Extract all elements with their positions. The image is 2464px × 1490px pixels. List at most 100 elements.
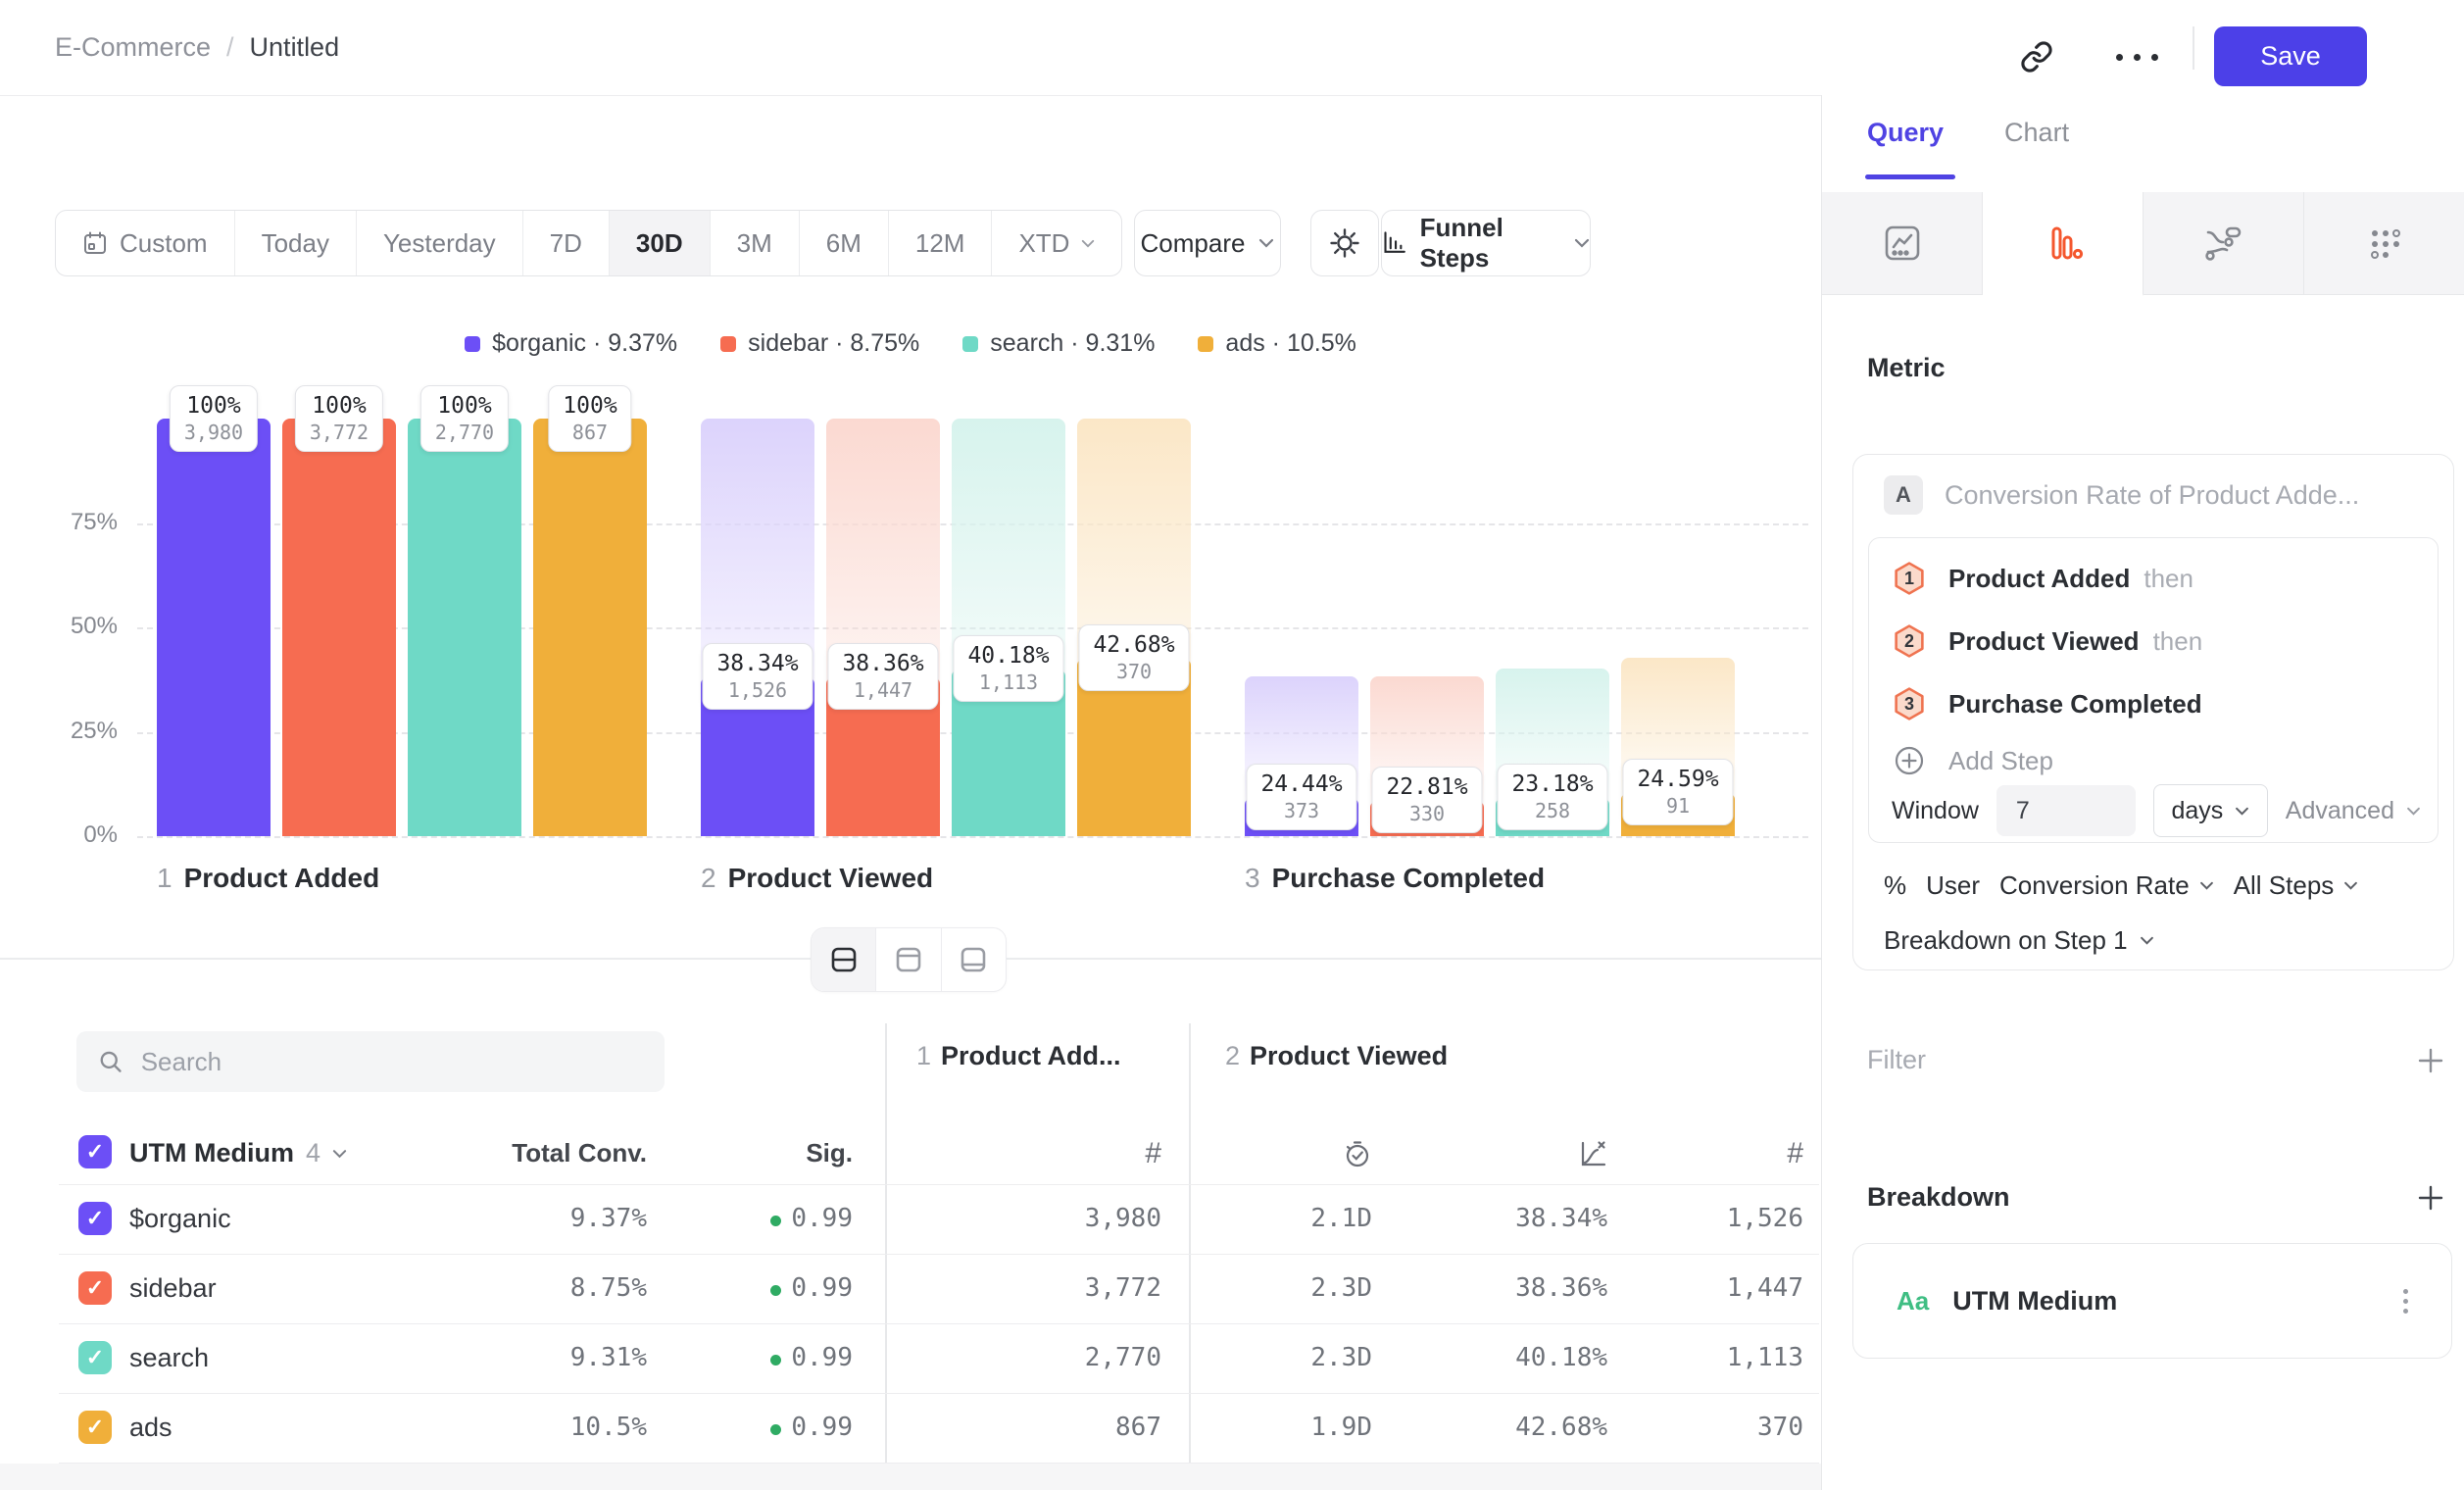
plus-circle-icon: [1892, 743, 1927, 778]
layout-table-only-button[interactable]: [942, 928, 1006, 991]
funnel-bar-search-step1[interactable]: [408, 419, 521, 836]
bar-count: 3,980: [184, 421, 243, 444]
more-menu-icon[interactable]: [2105, 37, 2168, 76]
step-hexagon-badge: 1: [1892, 561, 1927, 596]
table-row-ads[interactable]: ✓ ads 10.5% 0.99 867 1.9D 42.68% 370: [59, 1393, 1819, 1464]
measure-scope-select[interactable]: All Steps: [2234, 870, 2359, 901]
metric-step-2[interactable]: 2Product Viewed then: [1868, 610, 2437, 672]
row-checkbox[interactable]: ✓: [78, 1411, 112, 1444]
add-step-button[interactable]: Add Step: [1868, 733, 2440, 788]
bar-pct: 22.81%: [1386, 774, 1467, 800]
metric-summary-row[interactable]: A Conversion Rate of Product Adde...: [1884, 475, 2433, 515]
layout-chart-only-button[interactable]: [876, 928, 941, 991]
row-label: $organic: [129, 1184, 231, 1254]
share-link-icon[interactable]: [2015, 37, 2058, 76]
bar-pct: 100%: [563, 393, 616, 419]
step-hexagon-badge: 3: [1892, 686, 1927, 721]
row-step2-time: 2.1D: [1176, 1184, 1372, 1254]
chart-type-journeys-tab[interactable]: [2144, 192, 2304, 294]
sig-dot: [770, 1355, 781, 1366]
row-label: sidebar: [129, 1254, 217, 1323]
step-name: Product Add...: [941, 1041, 1121, 1070]
funnel-bar-ads-step1[interactable]: [533, 419, 647, 836]
measure-entity-select[interactable]: User: [1926, 870, 1980, 901]
row-step2-time: 2.3D: [1176, 1254, 1372, 1323]
chart-type-more-tab[interactable]: [2304, 192, 2464, 294]
funnel-chart: 0%25%50%75% 100% 3,980 100% 3,772 100% 2…: [0, 0, 1821, 958]
table-row-organic[interactable]: ✓ $organic 9.37% 0.99 3,980 2.1D 38.34% …: [59, 1184, 1819, 1255]
window-value-field[interactable]: [1996, 785, 2136, 836]
top-panel-icon: [893, 944, 924, 975]
metric-step-3[interactable]: 3 Purchase Completed: [1868, 672, 2437, 735]
table-footer-strip: [0, 1464, 1821, 1490]
group-count: 4: [306, 1138, 320, 1168]
sig-dot: [770, 1424, 781, 1435]
metric-step-1[interactable]: 1Product Added then: [1868, 547, 2437, 610]
row-step2-rate: 38.36%: [1421, 1254, 1607, 1323]
kebab-menu-icon[interactable]: [2403, 1289, 2408, 1314]
step-name: Product Viewed: [728, 863, 934, 893]
count-metric-icon[interactable]: #: [1617, 1122, 1803, 1184]
row-step2-rate: 38.34%: [1421, 1184, 1607, 1254]
table-step1-header[interactable]: 1Product Add...: [916, 1041, 1121, 1071]
breakdown-on-label: Breakdown on Step 1: [1884, 925, 2128, 956]
bar-count: 1,447: [842, 678, 923, 702]
chart-type-line-tab[interactable]: [1822, 192, 1983, 294]
metric-summary: Conversion Rate of Product Adde...: [1945, 480, 2359, 511]
property-type-badge: Aa: [1897, 1286, 1929, 1316]
search-input[interactable]: [139, 1046, 643, 1078]
bar-value-label: 38.34% 1,526: [702, 643, 813, 710]
measure-type-select[interactable]: Conversion Rate: [1999, 870, 2214, 901]
funnel-bar-sidebar-step1[interactable]: [282, 419, 396, 836]
window-value-input[interactable]: [1996, 796, 2136, 826]
active-tab-underline: [1865, 174, 1955, 179]
bar-count: 373: [1260, 799, 1342, 822]
step-name: Product Added: [184, 863, 380, 893]
metric-heading: Metric: [1867, 353, 1946, 383]
add-filter-icon[interactable]: [2416, 1046, 2445, 1075]
row-checkbox[interactable]: ✓: [78, 1341, 112, 1374]
row-total-conv: 9.31%: [451, 1323, 647, 1393]
row-total-conv: 9.37%: [451, 1184, 647, 1254]
breakdown-section-header: Breakdown: [1867, 1182, 2445, 1213]
row-label: ads: [129, 1393, 172, 1463]
add-breakdown-icon[interactable]: [2416, 1183, 2445, 1213]
bar-value-label: 100% 867: [548, 385, 631, 452]
step-hexagon-badge: 2: [1892, 623, 1927, 659]
breakdown-on-select[interactable]: Breakdown on Step 1: [1884, 925, 2154, 956]
metric-step-label: Product Added: [1948, 564, 2130, 594]
bar-count: 370: [1093, 660, 1174, 683]
breakdown-item-card[interactable]: Aa UTM Medium: [1852, 1243, 2452, 1359]
y-axis-tick: 25%: [39, 718, 118, 745]
chart-type-tabs: [1822, 192, 2464, 295]
advanced-toggle[interactable]: Advanced: [2286, 797, 2421, 825]
avg-time-metric-icon[interactable]: [1176, 1122, 1372, 1184]
row-checkbox[interactable]: ✓: [78, 1271, 112, 1305]
row-checkbox[interactable]: ✓: [78, 1202, 112, 1235]
chevron-down-icon: [2406, 807, 2421, 816]
app-root: E-Commerce / Untitled Save CustomTodayYe…: [0, 0, 2464, 1490]
tab-query[interactable]: Query: [1867, 118, 1944, 148]
metric-step-label: Purchase Completed: [1948, 689, 2202, 720]
table-row-search[interactable]: ✓ search 9.31% 0.99 2,770 2.3D 40.18% 1,…: [59, 1323, 1819, 1394]
dots-grid-icon: [2362, 221, 2407, 266]
table-step2-header[interactable]: 2Product Viewed: [1225, 1041, 1448, 1071]
group-column-header[interactable]: UTM Medium 4: [129, 1122, 347, 1184]
layout-split-button[interactable]: [812, 928, 876, 991]
save-button[interactable]: Save: [2214, 26, 2367, 86]
select-all-checkbox[interactable]: ✓: [78, 1135, 112, 1168]
count-metric-icon[interactable]: #: [965, 1122, 1161, 1184]
window-unit-select[interactable]: days: [2153, 784, 2268, 837]
bar-pct: 100%: [184, 393, 243, 419]
tab-chart[interactable]: Chart: [2004, 118, 2069, 148]
bar-pct: 38.34%: [716, 651, 798, 676]
chart-type-funnel-tab[interactable]: [1983, 192, 2144, 296]
sig-column-header[interactable]: Sig.: [696, 1122, 853, 1184]
table-row-sidebar[interactable]: ✓ sidebar 8.75% 0.99 3,772 2.3D 38.36% 1…: [59, 1254, 1819, 1324]
row-total-conv: 10.5%: [451, 1393, 647, 1463]
bar-count: 2,770: [435, 421, 494, 444]
total-conv-column-header[interactable]: Total Conv.: [451, 1122, 647, 1184]
conversion-chart-metric-icon[interactable]: [1421, 1122, 1607, 1184]
funnel-bar-organic-step1[interactable]: [157, 419, 271, 836]
chevron-down-icon: [2343, 881, 2358, 890]
